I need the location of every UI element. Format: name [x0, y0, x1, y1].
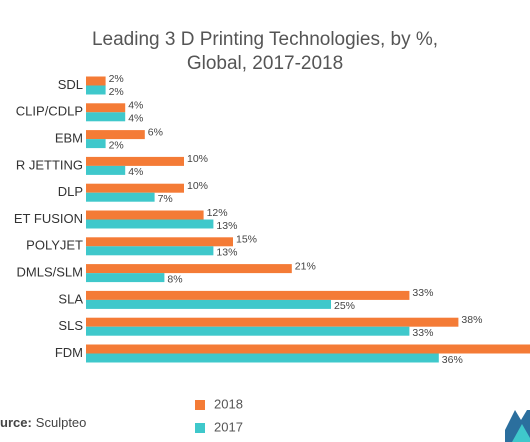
value-label: 12% [207, 207, 228, 219]
value-label: 13% [216, 220, 237, 232]
source-label: urce: [0, 415, 32, 430]
value-label: 7% [158, 193, 173, 205]
y-tick-label: SDL [58, 77, 83, 92]
value-label: 8% [167, 273, 182, 285]
y-tick-label: R JETTING [16, 157, 83, 172]
bar [86, 219, 214, 229]
source-line: urce: Sculpteo [0, 415, 86, 430]
y-tick-label: DMLS/SLM [17, 265, 83, 280]
bar [86, 299, 331, 309]
legend-label: 2018 [214, 396, 243, 411]
value-label: 10% [187, 180, 208, 192]
bar [86, 156, 184, 166]
value-label: 25% [334, 300, 355, 312]
chart-title: Leading 3 D Printing Technologies, by %,… [91, 29, 439, 74]
bar [86, 353, 439, 363]
bar [86, 317, 459, 327]
y-tick-label: CLIP/CDLP [16, 104, 83, 119]
value-label: 38% [461, 314, 482, 326]
bar [86, 210, 204, 220]
bar [86, 183, 184, 193]
bar [86, 344, 530, 354]
value-label: 33% [412, 287, 433, 299]
bar [86, 273, 165, 283]
value-label: 2% [109, 73, 124, 85]
bar [86, 103, 126, 113]
bar [86, 264, 292, 274]
value-label: 21% [295, 260, 316, 272]
bar [86, 139, 106, 149]
bar [86, 192, 155, 202]
bar [86, 237, 233, 247]
chart-title-box: Leading 3 D Printing Technologies, by %,… [0, 28, 530, 76]
y-tick-label: DLP [58, 184, 83, 199]
value-label: 4% [128, 113, 143, 125]
y-tick-label: POLYJET [26, 238, 83, 253]
value-label: 33% [412, 327, 433, 339]
y-tick-label: ET FUSION [14, 211, 83, 226]
value-label: 15% [236, 234, 257, 246]
value-label: 4% [128, 166, 143, 178]
y-tick-label: SLS [58, 318, 83, 333]
logo-shape [512, 424, 530, 442]
y-tick-label: SLA [58, 291, 83, 306]
value-label: 6% [148, 126, 163, 138]
value-label: 36% [442, 354, 463, 366]
bar [86, 76, 106, 86]
legend-swatch [195, 400, 205, 410]
bar [86, 112, 126, 122]
bar [86, 165, 126, 175]
bar [86, 246, 214, 256]
bar [86, 290, 410, 300]
value-label: 13% [216, 247, 237, 259]
source: Sculpteo [36, 415, 87, 430]
bar [86, 85, 106, 95]
legend-label: 2017 [214, 419, 243, 434]
value-label: 4% [128, 100, 143, 112]
value-label: 10% [187, 153, 208, 165]
legend-swatch [195, 423, 205, 433]
logo [505, 410, 530, 442]
y-tick-label: FDM [55, 345, 83, 360]
value-label: 2% [109, 86, 124, 98]
bar [86, 326, 410, 336]
bar [86, 130, 145, 140]
y-tick-label: EBM [55, 131, 83, 146]
value-label: 2% [109, 139, 124, 151]
